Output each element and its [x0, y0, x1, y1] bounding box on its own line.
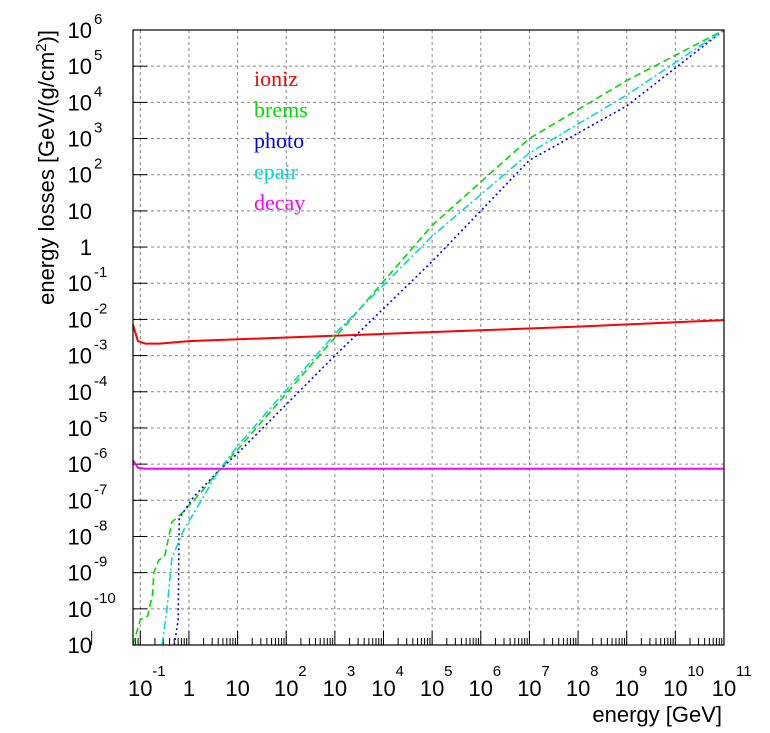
legend: ioniz brems photo epair decay [254, 66, 308, 215]
y-axis-title-end: )] [34, 30, 59, 43]
y-tick-label: 10 [68, 307, 92, 332]
x-tick-exponent: -1 [152, 663, 165, 680]
series-photo-line [173, 29, 725, 646]
y-tick-label: 10 [68, 127, 92, 152]
x-tick-exponent: 10 [687, 663, 704, 680]
legend-entry-photo: photo [254, 128, 304, 153]
y-tick-exponent: 4 [94, 83, 102, 100]
y-tick-label: 10 [68, 416, 92, 441]
y-tick-exponent: -4 [94, 373, 107, 390]
x-tick-exponent: 8 [590, 663, 598, 680]
x-axis-title: energy [GeV] [592, 702, 722, 727]
y-tick-exponent: -3 [94, 337, 107, 354]
y-tick-label: 10 [68, 488, 92, 513]
y-tick-exponent: 5 [94, 47, 102, 64]
y-tick-label: 10 [68, 452, 92, 477]
legend-entry-decay: decay [254, 190, 305, 215]
y-tick-label: 10 [68, 633, 92, 658]
y-tick-label: 10 [68, 561, 92, 586]
x-tick-exponent: 11 [736, 663, 752, 680]
y-tick-label: 10 [68, 344, 92, 369]
y-tick-label: 10 [68, 524, 92, 549]
y-tick-exponent: -9 [94, 554, 107, 571]
x-tick-exponent: 5 [444, 663, 452, 680]
y-tick-exponent: 2 [94, 156, 102, 173]
y-tick-label: 10 [68, 597, 92, 622]
x-tick-label: 10 [323, 676, 347, 701]
y-tick-exponent: -5 [94, 409, 107, 426]
y-tick-exponent: 3 [94, 120, 102, 137]
y-tick-exponent: -2 [94, 300, 107, 317]
x-tick-exponent: 4 [396, 663, 404, 680]
y-tick-exponent: -8 [94, 517, 107, 534]
y-axis-title: energy losses [GeV/(g/cm2)] [33, 30, 59, 305]
y-tick-label: 10 [68, 163, 92, 188]
x-tick-label: 10 [420, 676, 444, 701]
x-tick-label: 10 [566, 676, 590, 701]
x-tick-label: 10 [128, 676, 152, 701]
curves [132, 29, 725, 646]
grid [91, 29, 725, 646]
y-tick-label: 10 [68, 199, 92, 224]
x-tick-exponent: 2 [298, 663, 306, 680]
y-axis-title-main: energy losses [GeV/(g/cm [34, 52, 59, 305]
x-tick-exponent: 6 [493, 663, 501, 680]
plot-frame [132, 29, 725, 646]
series-decay-line [132, 459, 724, 470]
x-tick-label: 10 [371, 676, 395, 701]
y-tick-exponent: -1 [94, 264, 107, 281]
y-tick-exponent: 6 [94, 11, 102, 28]
y-tick-label: 10 [68, 18, 92, 43]
x-tick-label: 10 [274, 676, 298, 701]
y-tick-label: 1 [80, 235, 92, 260]
y-tick-label: 10 [68, 54, 92, 79]
x-tick-label: 10 [517, 676, 541, 701]
y-tick-label: 10 [68, 90, 92, 115]
x-tick-exponent: 9 [639, 663, 647, 680]
x-tick-label: 10 [469, 676, 493, 701]
legend-entry-ioniz: ioniz [254, 66, 298, 91]
y-tick-exponent: -6 [94, 445, 107, 462]
legend-entry-epair: epair [254, 159, 299, 184]
x-tick-exponent: 7 [541, 663, 549, 680]
x-tick-label: 10 [663, 676, 687, 701]
x-tick-label: 1 [183, 676, 195, 701]
x-tick-label: 10 [614, 676, 638, 701]
series-brems-line [132, 29, 725, 646]
y-tick-label: 10 [68, 380, 92, 405]
y-axis-title-sup: 2 [33, 43, 50, 51]
series-epair-line [161, 29, 725, 646]
series-ioniz-line [132, 319, 725, 345]
y-tick-label: 10 [68, 271, 92, 296]
x-tick-exponent: 3 [347, 663, 355, 680]
x-tick-label: 10 [225, 676, 249, 701]
legend-entry-brems: brems [254, 97, 308, 122]
y-tick-exponent: -10 [94, 590, 116, 607]
y-tick-exponent: -7 [94, 481, 107, 498]
x-tick-label: 10 [712, 676, 736, 701]
